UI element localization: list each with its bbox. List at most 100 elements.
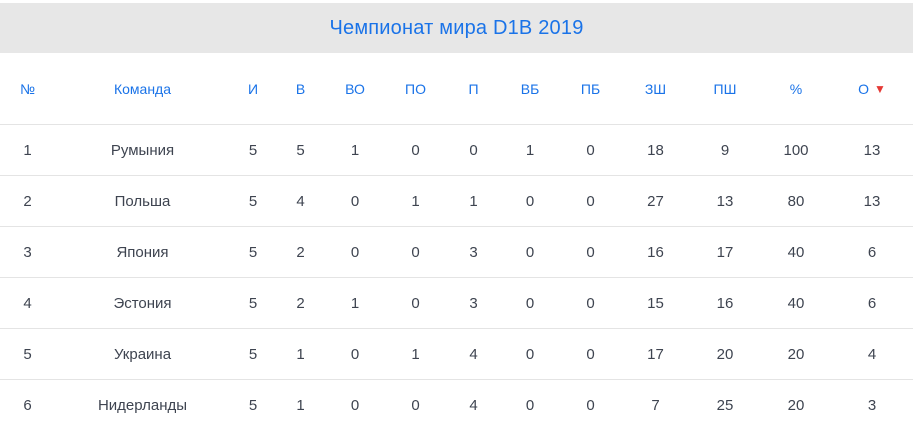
points-cell: 3 bbox=[867, 396, 877, 414]
table-row: 1 Румыния 5 5 1 0 0 1 0 18 9 100 13 bbox=[0, 124, 913, 176]
stat-cell: 0 bbox=[586, 396, 595, 414]
column-header-number[interactable]: № bbox=[19, 80, 36, 97]
stat-cell: 0 bbox=[525, 345, 535, 363]
points-cell: 6 bbox=[867, 294, 877, 312]
stat-cell: 0 bbox=[350, 243, 360, 261]
rank-cell: 2 bbox=[23, 192, 32, 210]
stat-cell: 0 bbox=[350, 345, 360, 363]
stat-cell: 16 bbox=[647, 243, 664, 261]
points-header-label: О bbox=[858, 80, 869, 97]
table-row: 4 Эстония 5 2 1 0 3 0 0 15 16 40 6 bbox=[0, 277, 913, 329]
stat-cell: 5 bbox=[248, 243, 258, 261]
column-header-losses[interactable]: П bbox=[468, 80, 479, 97]
stat-cell: 40 bbox=[787, 294, 805, 312]
stat-cell: 5 bbox=[248, 294, 258, 312]
table-row: 2 Польша 5 4 0 1 1 0 0 27 13 80 13 bbox=[0, 175, 913, 227]
stat-cell: 7 bbox=[651, 396, 660, 414]
stat-cell: 100 bbox=[783, 141, 809, 159]
stat-cell: 0 bbox=[350, 192, 360, 210]
rank-cell: 3 bbox=[23, 243, 32, 261]
stat-cell: 17 bbox=[716, 243, 734, 261]
stat-cell: 16 bbox=[716, 294, 734, 312]
stat-cell: 1 bbox=[469, 192, 478, 210]
page-title: Чемпионат мира D1B 2019 bbox=[0, 3, 913, 53]
stat-cell: 25 bbox=[716, 396, 734, 414]
rank-cell: 4 bbox=[23, 294, 32, 312]
stat-cell: 0 bbox=[411, 243, 420, 261]
column-header-so-wins[interactable]: ВБ bbox=[520, 80, 540, 97]
team-cell: Украина bbox=[113, 345, 172, 363]
stat-cell: 20 bbox=[716, 345, 734, 363]
stat-cell: 3 bbox=[469, 243, 478, 261]
stat-cell: 0 bbox=[411, 396, 420, 414]
stat-cell: 1 bbox=[411, 345, 420, 363]
stat-cell: 1 bbox=[350, 141, 360, 159]
stat-cell: 13 bbox=[716, 192, 734, 210]
stat-cell: 0 bbox=[350, 396, 360, 414]
column-header-goals-for[interactable]: ЗШ bbox=[644, 80, 667, 97]
stat-cell: 15 bbox=[647, 294, 664, 312]
points-cell: 13 bbox=[863, 192, 881, 210]
stat-cell: 0 bbox=[525, 396, 535, 414]
rank-cell: 5 bbox=[23, 345, 32, 363]
stat-cell: 80 bbox=[787, 192, 805, 210]
rank-cell: 1 bbox=[23, 141, 32, 159]
stat-cell: 1 bbox=[296, 345, 305, 363]
stat-cell: 0 bbox=[411, 294, 420, 312]
team-cell: Япония bbox=[116, 243, 169, 261]
team-cell: Нидерланды bbox=[97, 396, 188, 414]
stat-cell: 5 bbox=[296, 141, 305, 159]
stat-cell: 2 bbox=[296, 243, 305, 261]
stat-cell: 2 bbox=[296, 294, 305, 312]
table-row: 3 Япония 5 2 0 0 3 0 0 16 17 40 6 bbox=[0, 226, 913, 278]
stat-cell: 5 bbox=[248, 345, 258, 363]
points-cell: 4 bbox=[867, 345, 877, 363]
stat-cell: 5 bbox=[248, 141, 258, 159]
column-header-ot-wins[interactable]: ВО bbox=[345, 80, 365, 97]
column-header-so-losses[interactable]: ПБ bbox=[580, 80, 601, 97]
table-row: 6 Нидерланды 5 1 0 0 4 0 0 7 25 20 3 bbox=[0, 379, 913, 428]
column-header-wins[interactable]: В bbox=[295, 80, 306, 97]
stat-cell: 0 bbox=[469, 141, 478, 159]
stat-cell: 1 bbox=[296, 396, 305, 414]
column-header-points[interactable]: О ▼ bbox=[831, 53, 913, 125]
stat-cell: 40 bbox=[787, 243, 805, 261]
stat-cell: 5 bbox=[248, 396, 258, 414]
stat-cell: 4 bbox=[469, 396, 478, 414]
stat-cell: 4 bbox=[469, 345, 478, 363]
column-header-games[interactable]: И bbox=[247, 80, 259, 97]
stat-cell: 1 bbox=[411, 192, 420, 210]
stat-cell: 4 bbox=[296, 192, 305, 210]
rank-cell: 6 bbox=[23, 396, 32, 414]
stat-cell: 0 bbox=[525, 192, 535, 210]
stat-cell: 0 bbox=[586, 294, 595, 312]
stat-cell: 17 bbox=[647, 345, 664, 363]
table-row: 5 Украина 5 1 0 1 4 0 0 17 20 20 4 bbox=[0, 328, 913, 380]
stat-cell: 0 bbox=[411, 141, 420, 159]
stat-cell: 27 bbox=[647, 192, 664, 210]
team-cell: Румыния bbox=[110, 141, 175, 159]
stat-cell: 20 bbox=[787, 345, 805, 363]
stat-cell: 3 bbox=[469, 294, 478, 312]
standings-table: № Команда И В ВО ПО П ВБ ПБ ЗШ ПШ % О ▼ 1… bbox=[0, 53, 913, 428]
stat-cell: 18 bbox=[647, 141, 664, 159]
stat-cell: 9 bbox=[720, 141, 730, 159]
stat-cell: 5 bbox=[248, 192, 258, 210]
stat-cell: 20 bbox=[787, 396, 805, 414]
stat-cell: 1 bbox=[525, 141, 535, 159]
points-cell: 13 bbox=[863, 141, 881, 159]
stat-cell: 0 bbox=[586, 345, 595, 363]
column-header-ot-losses[interactable]: ПО bbox=[405, 80, 426, 97]
column-header-goals-against[interactable]: ПШ bbox=[713, 80, 737, 97]
stat-cell: 1 bbox=[350, 294, 360, 312]
column-header-percent[interactable]: % bbox=[789, 80, 803, 97]
stat-cell: 0 bbox=[586, 192, 595, 210]
header-row: № Команда И В ВО ПО П ВБ ПБ ЗШ ПШ % О ▼ bbox=[0, 53, 913, 125]
team-cell: Эстония bbox=[113, 294, 172, 312]
team-cell: Польша bbox=[114, 192, 171, 210]
points-cell: 6 bbox=[867, 243, 877, 261]
stat-cell: 0 bbox=[525, 243, 535, 261]
column-header-team[interactable]: Команда bbox=[113, 80, 172, 97]
stat-cell: 0 bbox=[586, 141, 595, 159]
